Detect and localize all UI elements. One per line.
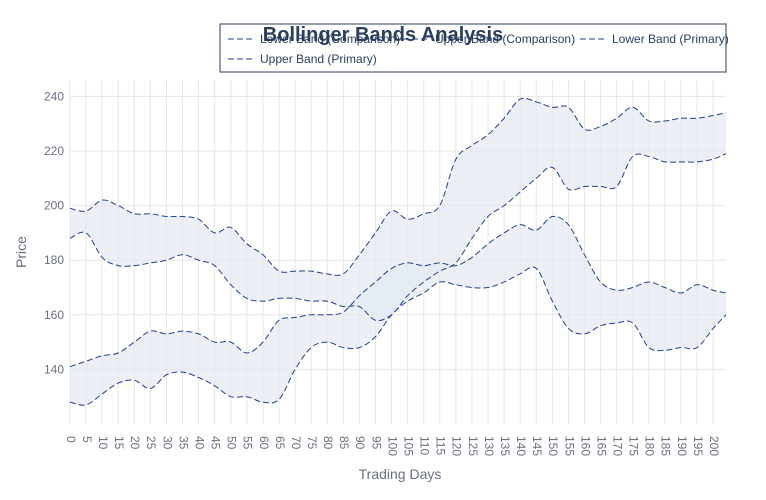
- x-tick-label: 150: [546, 436, 560, 456]
- x-tick-label: 115: [434, 436, 448, 455]
- band-fills: [70, 98, 726, 406]
- comparison-band-fill: [70, 216, 726, 406]
- legend-item-upper-primary[interactable]: Upper Band (Primary): [228, 52, 377, 66]
- y-tick-labels: 140 160 180 200 220 240: [44, 89, 64, 376]
- lower-band-comparison-line[interactable]: [69, 266, 727, 406]
- x-tick-label: 100: [385, 436, 399, 456]
- y-tick-label: 180: [44, 253, 64, 267]
- x-tick-label: 105: [401, 436, 415, 456]
- x-tick-label: 60: [257, 436, 271, 450]
- legend-item-upper-comparison[interactable]: Upper Band (Comparison): [403, 32, 575, 46]
- x-tick-label: 135: [498, 436, 512, 456]
- legend[interactable]: Lower Band (Comparison) Upper Band (Comp…: [219, 23, 729, 73]
- x-axis-title: Trading Days: [359, 466, 442, 482]
- y-tick-label: 200: [44, 199, 64, 213]
- x-tick-label: 80: [321, 436, 335, 450]
- x-tick-label: 5: [80, 436, 94, 443]
- lower-band-primary-line[interactable]: [69, 153, 727, 322]
- x-tick-label: 200: [707, 436, 721, 456]
- x-tick-label: 110: [418, 436, 432, 455]
- x-tick-label: 45: [209, 436, 223, 450]
- legend-box: [219, 23, 727, 73]
- x-tick-label: 15: [112, 436, 126, 450]
- x-tick-label: 155: [562, 436, 576, 456]
- x-tick-label: 50: [225, 436, 239, 450]
- x-tick-label: 40: [192, 436, 206, 450]
- y-axis-title: Price: [13, 236, 29, 268]
- legend-item-lower-comparison[interactable]: Lower Band (Comparison): [228, 32, 400, 46]
- x-tick-label: 95: [369, 436, 383, 450]
- x-tick-label: 55: [241, 436, 255, 450]
- x-tick-labels: 0 5 10 15 20 25 30 35 40 45 50 55 60 65 70 75 80 85 90 95 10…: [64, 436, 721, 456]
- legend-label: Upper Band (Comparison): [435, 32, 575, 46]
- x-tick-label: 70: [289, 436, 303, 450]
- x-tick-label: 190: [675, 436, 689, 456]
- x-tick-label: 140: [514, 436, 528, 456]
- legend-label: Lower Band (Primary): [612, 32, 729, 46]
- x-tick-label: 90: [353, 436, 367, 450]
- x-tick-label: 195: [691, 436, 705, 456]
- upper-band-comparison-line[interactable]: [69, 215, 727, 368]
- x-tick-label: 165: [594, 436, 608, 456]
- x-tick-label: 35: [176, 436, 190, 450]
- x-tick-label: 10: [96, 436, 110, 450]
- x-tick-label: 65: [273, 436, 287, 450]
- x-tick-label: 185: [659, 436, 673, 456]
- x-tick-label: 20: [128, 436, 142, 450]
- x-tick-label: 30: [160, 436, 174, 450]
- y-tick-label: 160: [44, 308, 64, 322]
- x-tick-label: 85: [337, 436, 351, 450]
- x-tick-label: 130: [482, 436, 496, 456]
- legend-item-lower-primary[interactable]: Lower Band (Primary): [580, 32, 729, 46]
- x-tick-label: 0: [64, 436, 78, 443]
- x-tick-label: 175: [627, 436, 641, 456]
- legend-label: Upper Band (Primary): [260, 52, 377, 66]
- upper-band-primary-line[interactable]: [69, 97, 727, 276]
- x-tick-label: 145: [530, 436, 544, 456]
- chart-title: Bollinger Bands Analysis: [263, 24, 503, 46]
- band-lines: [69, 97, 727, 406]
- x-tick-label: 160: [578, 436, 592, 456]
- x-tick-label: 75: [305, 436, 319, 450]
- y-tick-label: 240: [44, 89, 64, 103]
- x-tick-label: 25: [144, 436, 158, 450]
- x-tick-label: 180: [643, 436, 657, 456]
- y-tick-label: 220: [44, 144, 64, 158]
- x-tick-label: 120: [450, 436, 464, 456]
- primary-band-fill: [70, 98, 726, 321]
- x-tick-label: 170: [610, 436, 624, 456]
- legend-label: Lower Band (Comparison): [260, 32, 400, 46]
- y-tick-label: 140: [44, 362, 64, 376]
- x-tick-label: 125: [466, 436, 480, 456]
